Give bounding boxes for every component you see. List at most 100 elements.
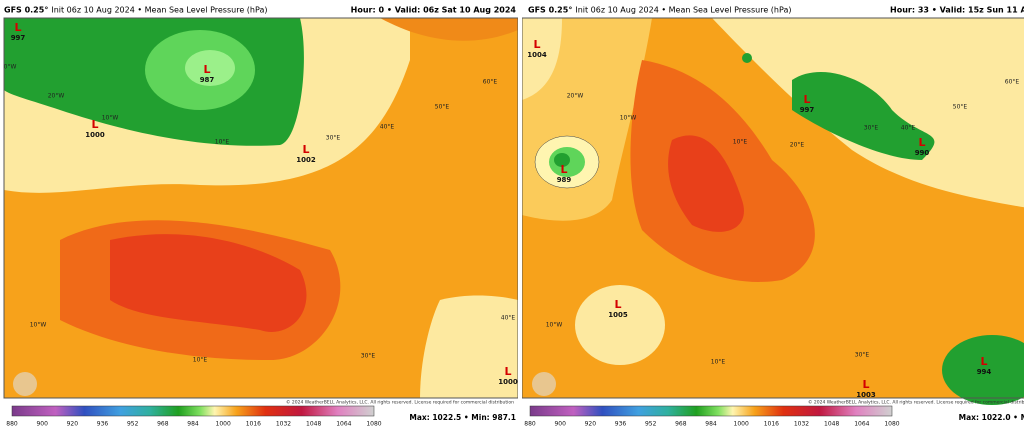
low-marker: L <box>14 21 21 34</box>
colorbar-label: 900 <box>554 421 566 428</box>
pressure-value: 997 <box>11 34 26 42</box>
colorbar-label: 984 <box>705 421 717 428</box>
colorbar-label: 952 <box>127 421 139 428</box>
pressure-value: 1000 <box>85 131 105 139</box>
low-core <box>554 153 570 167</box>
colorbar-label: 880 <box>524 421 536 428</box>
pressure-zone <box>420 295 518 398</box>
valid-time: Hour: 0 • Valid: 06z Sat 10 Aug 2024 <box>351 6 517 15</box>
pressure-zone <box>575 285 665 365</box>
max-min: Max: 1022.5 • Min: 987.1 <box>409 413 516 422</box>
pressure-zone <box>380 18 518 41</box>
colorbar-label: 880 <box>6 421 18 428</box>
map-panel: GFS 0.25° Init 06z 10 Aug 2024 • Mean Sea… <box>3 6 518 428</box>
pressure-value: 1002 <box>296 156 316 164</box>
longitude-label: 40°E <box>380 124 395 131</box>
longitude-label: 10°W <box>546 322 563 329</box>
low-marker: L <box>614 298 621 311</box>
pressure-value: 1003 <box>856 391 876 399</box>
longitude-label: 50°E <box>953 104 968 111</box>
low-zone <box>942 335 1024 405</box>
pressure-value: 989 <box>557 176 572 184</box>
colorbar-label: 1080 <box>366 421 381 428</box>
colorbar-label: 936 <box>615 421 627 428</box>
colorbar-label: 1000 <box>734 421 749 428</box>
low-core <box>185 50 235 86</box>
credit: © 2024 WeatherBELL Analytics, LLC. All r… <box>286 399 514 406</box>
high-core <box>110 234 307 332</box>
longitude-label: 40°E <box>901 125 916 132</box>
longitude-label: 10°W <box>102 115 119 122</box>
colorbar-label: 1048 <box>824 421 839 428</box>
low-marker: L <box>302 143 309 156</box>
colorbar-label: 1000 <box>216 421 231 428</box>
longitude-label: 0°W <box>4 64 17 71</box>
colorbar-label: 1016 <box>764 421 779 428</box>
panel: GFS 0.25° Init 06z 10 Aug 2024 • Mean Sea… <box>3 6 518 428</box>
longitude-label: 20°W <box>48 93 65 100</box>
longitude-label: 10°E <box>193 357 208 364</box>
colorbar-label: 968 <box>675 421 687 428</box>
low-marker: L <box>203 63 210 76</box>
pressure-value: 987 <box>200 76 215 84</box>
colorbar-label: 968 <box>157 421 169 428</box>
valid-time: Hour: 33 • Valid: 15z Sun 11 Aug 20 <box>890 6 1024 15</box>
longitude-label: 10°W <box>30 322 47 329</box>
longitude-label: 10°E <box>711 359 726 366</box>
longitude-label: 60°E <box>1005 79 1020 86</box>
colorbar-label: 936 <box>97 421 109 428</box>
logo <box>13 372 37 396</box>
header-info: Init 06z 10 Aug 2024 • Mean Sea Level Pr… <box>575 6 791 15</box>
map-frame <box>522 17 1024 399</box>
pressure-zone <box>522 18 562 100</box>
longitude-label: 50°E <box>435 104 450 111</box>
colorbar-label: 984 <box>187 421 199 428</box>
longitude-label: 10°W <box>620 115 637 122</box>
low-marker: L <box>918 136 925 149</box>
longitude-label: 20°E <box>790 142 805 149</box>
model-name: GFS 0.25° <box>4 6 48 15</box>
header-info: Init 06z 10 Aug 2024 • Mean Sea Level Pr… <box>51 6 267 15</box>
longitude-label: 20°W <box>567 93 584 100</box>
longitude-label: 30°E <box>326 135 341 142</box>
pressure-value: 990 <box>915 149 930 157</box>
longitude-label: 30°E <box>864 125 879 132</box>
colorbar-label: 1032 <box>794 421 809 428</box>
map-frame <box>3 17 518 399</box>
low-marker: L <box>560 163 567 176</box>
credit: © 2024 WeatherBELL Analytics, LLC. All r… <box>808 399 1024 406</box>
colorbar <box>529 405 893 417</box>
colorbar-label: 952 <box>645 421 657 428</box>
colorbar-label: 1080 <box>884 421 899 428</box>
high-core <box>668 135 744 232</box>
longitude-label: 60°E <box>483 79 498 86</box>
pressure-value: 997 <box>800 106 815 114</box>
colorbar-label: 1016 <box>246 421 261 428</box>
low-marker: L <box>862 378 869 391</box>
colorbar-label: 1064 <box>854 421 869 428</box>
low-zone <box>742 53 752 63</box>
colorbar-label: 920 <box>67 421 79 428</box>
pressure-value: 994 <box>977 368 992 376</box>
low-marker: L <box>980 355 987 368</box>
low-marker: L <box>803 93 810 106</box>
longitude-label: 10°E <box>733 139 748 146</box>
pressure-value: 1000 <box>498 378 518 386</box>
low-marker: L <box>504 365 511 378</box>
colorbar-label: 1048 <box>306 421 321 428</box>
panel: GFS 0.25° Init 06z 10 Aug 2024 • Mean Sea… <box>522 0 1024 432</box>
model-name: GFS 0.25° <box>528 6 572 15</box>
colorbar-label: 1032 <box>276 421 291 428</box>
longitude-label: 40°E <box>501 315 516 322</box>
max-min: Max: 1022.0 • Min: 98 <box>959 413 1024 422</box>
colorbar <box>11 405 375 417</box>
colorbar-label: 920 <box>585 421 597 428</box>
map-panel: GFS 0.25° Init 06z 10 Aug 2024 • Mean Sea… <box>522 6 1024 428</box>
pressure-value: 1004 <box>527 51 547 59</box>
low-marker: L <box>533 38 540 51</box>
low-zone <box>792 71 935 160</box>
pressure-value: 1005 <box>608 311 628 319</box>
logo <box>532 372 556 396</box>
low-marker: L <box>91 118 98 131</box>
